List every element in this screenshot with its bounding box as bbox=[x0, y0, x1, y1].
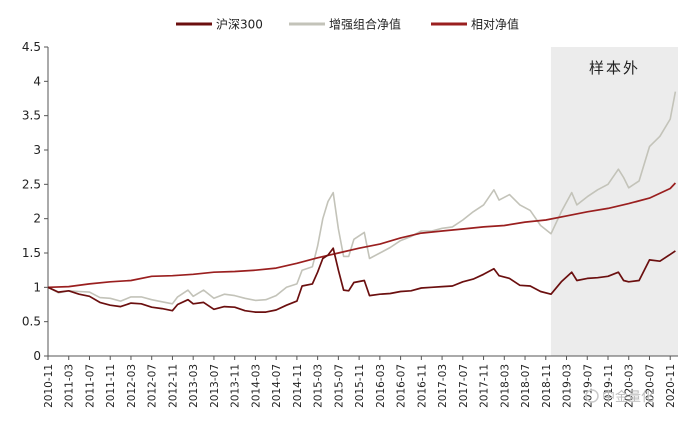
y-tick-label: 1.5 bbox=[22, 246, 41, 260]
x-tick-label: 2016-03 bbox=[375, 364, 387, 408]
y-tick-label: 0.5 bbox=[22, 315, 41, 329]
wechat-icon bbox=[585, 389, 599, 403]
series-line-2 bbox=[47, 91, 677, 305]
legend-label-3: 相对净值 bbox=[471, 17, 519, 32]
x-tick-label: 2018-07 bbox=[520, 364, 532, 408]
x-tick-label: 2016-07 bbox=[396, 364, 408, 408]
x-tick-label: 2019-11 bbox=[603, 364, 615, 408]
out-of-sample-label: 样本外 bbox=[589, 59, 640, 77]
x-tick-label: 2011-07 bbox=[84, 364, 96, 408]
watermark: 中金量化 bbox=[585, 389, 654, 405]
x-tick-label: 2020-07 bbox=[644, 364, 656, 408]
out-of-sample-region: 样本外 bbox=[550, 47, 678, 356]
x-tick-label: 2016-11 bbox=[416, 364, 428, 408]
x-tick-label: 2013-07 bbox=[209, 364, 221, 408]
x-tick-label: 2018-11 bbox=[541, 364, 553, 408]
series-line-3 bbox=[47, 182, 677, 289]
x-tick-label: 2012-11 bbox=[167, 364, 179, 408]
axes: 0 0.5 1 1.5 2 2.5 3 3.5 4 4.5 2010-11 2011-03 2011-0… bbox=[22, 40, 678, 408]
x-tick-label: 2012-03 bbox=[126, 364, 138, 408]
x-tick-label: 2018-03 bbox=[499, 364, 511, 408]
x-tick-label: 2014-03 bbox=[250, 364, 262, 408]
x-tick-label: 2017-07 bbox=[458, 364, 470, 408]
out-of-sample-shade bbox=[550, 47, 678, 356]
x-tick-label: 2014-07 bbox=[271, 364, 283, 408]
legend-label-1: 沪深300 bbox=[216, 18, 263, 32]
y-tick-label: 4 bbox=[33, 74, 41, 88]
y-tick-label: 4.5 bbox=[22, 40, 41, 54]
legend: 沪深300 增强组合净值 相对净值 bbox=[176, 17, 519, 32]
x-tick-label: 2011-11 bbox=[105, 364, 117, 408]
x-tick-label: 2011-03 bbox=[64, 364, 76, 408]
y-tick-label: 3 bbox=[33, 143, 41, 157]
x-tick-label: 2017-11 bbox=[479, 364, 491, 408]
x-tick-label: 2010-11 bbox=[43, 364, 55, 408]
x-tick-label: 2013-11 bbox=[230, 364, 242, 408]
x-tick-label: 2015-07 bbox=[333, 364, 345, 408]
y-tick-label: 3.5 bbox=[22, 109, 41, 123]
x-tick-label: 2019-03 bbox=[562, 364, 574, 408]
x-tick-label: 2020-03 bbox=[624, 364, 636, 408]
watermark-text: 中金量化 bbox=[602, 389, 654, 405]
x-tick-label: 2017-03 bbox=[437, 364, 449, 408]
y-tick-label: 2.5 bbox=[22, 177, 41, 191]
y-tick-label: 1 bbox=[33, 280, 41, 294]
x-tick-label: 2020-11 bbox=[665, 364, 677, 408]
y-tick-label: 2 bbox=[33, 212, 41, 226]
x-tick-label: 2013-03 bbox=[188, 364, 200, 408]
x-tick-label: 2019-07 bbox=[582, 364, 594, 408]
series-line-1 bbox=[47, 247, 676, 313]
x-tick-label: 2015-11 bbox=[354, 364, 366, 408]
x-tick-label: 2012-07 bbox=[147, 364, 159, 408]
x-tick-label: 2015-03 bbox=[313, 364, 325, 408]
series-lines bbox=[47, 91, 677, 313]
legend-label-2: 增强组合净值 bbox=[329, 17, 401, 32]
x-tick-label: 2014-11 bbox=[292, 364, 304, 408]
y-tick-label: 0 bbox=[33, 349, 41, 363]
